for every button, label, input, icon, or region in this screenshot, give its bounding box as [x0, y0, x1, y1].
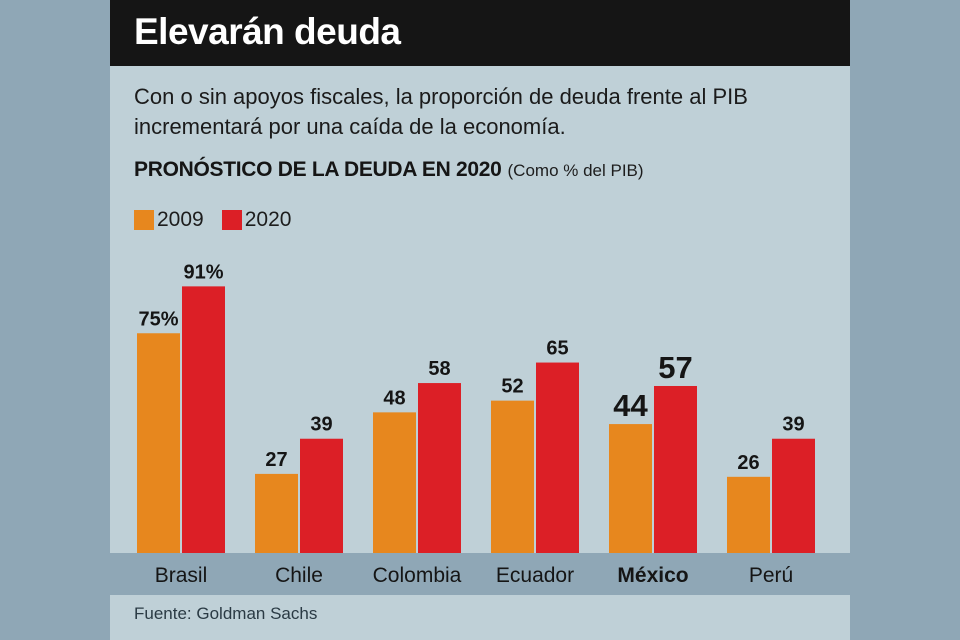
data-label-perú-2009: 26	[737, 452, 759, 474]
bar-ecuador-2009	[491, 400, 534, 553]
bar-chile-2020	[300, 438, 343, 553]
title-bar: Elevarán deuda	[110, 0, 850, 66]
bar-perú-2020	[772, 438, 815, 553]
source-note: Fuente: Goldman Sachs	[134, 604, 318, 623]
data-label-ecuador-2009: 52	[501, 376, 523, 398]
bar-chile-2009	[255, 473, 298, 553]
bar-colombia-2009	[373, 412, 416, 553]
data-label-perú-2020: 39	[782, 414, 804, 436]
x-tick-label-chile: Chile	[275, 564, 323, 587]
chart-title: PRONÓSTICO DE LA DEUDA EN 2020	[134, 158, 502, 181]
chart-legend: 2009 2020	[134, 206, 309, 234]
data-label-méxico-2009: 44	[613, 388, 648, 423]
legend-label-2009: 2009	[157, 208, 204, 231]
legend-item-2009: 2009	[134, 208, 204, 232]
bar-méxico-2020	[654, 385, 697, 553]
data-label-colombia-2009: 48	[383, 387, 405, 409]
data-label-chile-2020: 39	[310, 414, 332, 436]
subtitle: Con o sin apoyos fiscales, la proporción…	[134, 84, 748, 139]
chart-unit: (Como % del PIB)	[507, 161, 644, 180]
data-label-chile-2009: 27	[265, 449, 287, 471]
bar-brasil-2009	[137, 333, 180, 553]
bar-méxico-2009	[609, 424, 652, 553]
chart-heading: PRONÓSTICO DE LA DEUDA EN 2020 (Como % de…	[134, 158, 644, 182]
bar-colombia-2020	[418, 383, 461, 553]
infographic-card: Elevarán deuda Con o sin apoyos fiscales…	[110, 0, 850, 640]
legend-swatch-2009	[134, 210, 154, 230]
x-tick-label-colombia: Colombia	[373, 564, 462, 587]
bar-brasil-2020	[182, 286, 225, 553]
page-title: Elevarán deuda	[134, 11, 401, 52]
legend-item-2020: 2020	[221, 208, 292, 232]
bar-chart: 75% 91% Brasil 27 39 Chile 48 58 Colombia 52 65 Ecu…	[137, 261, 815, 587]
legend-label-2020: 2020	[244, 208, 292, 231]
x-tick-label-perú: Perú	[749, 564, 793, 587]
data-label-colombia-2020: 58	[428, 358, 450, 380]
data-label-méxico-2020: 57	[658, 350, 692, 385]
bar-perú-2009	[727, 476, 770, 553]
legend-swatch-2020	[221, 210, 242, 230]
data-label-brasil-2020: 91%	[183, 261, 223, 283]
x-tick-label-brasil: Brasil	[155, 564, 208, 587]
x-tick-label-méxico: México	[617, 564, 688, 587]
data-label-ecuador-2020: 65	[546, 338, 568, 360]
data-label-brasil-2009: 75%	[138, 308, 178, 330]
bar-ecuador-2020	[536, 362, 579, 553]
x-tick-label-ecuador: Ecuador	[496, 564, 574, 587]
x-axis-band	[110, 553, 850, 595]
